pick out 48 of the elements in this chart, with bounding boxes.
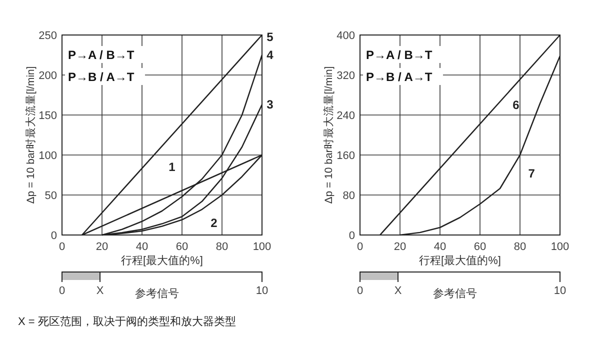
annotation: P→B / A→T xyxy=(366,70,433,84)
x-tick-label: 100 xyxy=(550,241,570,253)
x-axis-title: 行程[最大值的%] xyxy=(419,254,501,267)
y-tick-label: 0 xyxy=(348,230,355,242)
y-tick-label: 80 xyxy=(342,190,355,202)
x-tick-label: 0 xyxy=(58,241,66,253)
x-tick-label: 40 xyxy=(136,241,148,253)
x-axis-title: 行程[最大值的%] xyxy=(121,254,203,267)
text: 10 xyxy=(554,285,566,297)
x-tick-label: 60 xyxy=(176,241,188,253)
text: X = 死区范围，取决于阀的类型和放大器类型 xyxy=(18,315,236,328)
text: 0 xyxy=(58,285,66,297)
series-label: 6 xyxy=(512,98,520,112)
y-axis-title: Δp = 10 bar时最大流量[l/min] xyxy=(322,66,335,204)
annotation: P→A / B→T xyxy=(68,48,135,62)
text: X xyxy=(394,285,402,297)
y-tick-label: 240 xyxy=(336,110,355,122)
y-tick-label: 250 xyxy=(38,30,57,42)
text: X xyxy=(96,285,104,297)
series-label: 4 xyxy=(266,48,274,62)
x-tick-label: 20 xyxy=(394,241,406,253)
annotation: P→B / A→T xyxy=(68,70,135,84)
y-tick-label: 0 xyxy=(50,230,57,242)
y-tick-label: 100 xyxy=(38,150,57,162)
x-tick-label: 60 xyxy=(474,241,486,253)
y-tick-label: 150 xyxy=(38,110,57,122)
text: 0 xyxy=(356,285,364,297)
x-tick-label: 100 xyxy=(252,241,272,253)
series-label: 1 xyxy=(168,160,176,174)
series-label: 5 xyxy=(266,30,274,44)
text: 10 xyxy=(256,285,268,297)
series-label: 3 xyxy=(266,98,274,112)
annotation: P→A / B→T xyxy=(366,48,433,62)
text: 参考信号 xyxy=(433,287,477,300)
x-tick-label: 0 xyxy=(356,241,364,253)
y-tick-label: 160 xyxy=(336,150,355,162)
y-tick-label: 320 xyxy=(336,70,355,82)
x-tick-label: 80 xyxy=(514,241,526,253)
x-tick-label: 80 xyxy=(216,241,228,253)
y-axis-title: Δp = 10 bar时最大流量[l/min] xyxy=(24,66,37,204)
y-tick-label: 50 xyxy=(44,190,57,202)
x-tick-label: 20 xyxy=(96,241,108,253)
series-label: 2 xyxy=(210,216,218,230)
y-tick-label: 400 xyxy=(336,30,355,42)
y-tick-label: 200 xyxy=(38,70,57,82)
text: 参考信号 xyxy=(135,287,179,300)
series-label: 7 xyxy=(528,166,536,181)
x-tick-label: 40 xyxy=(434,241,446,253)
